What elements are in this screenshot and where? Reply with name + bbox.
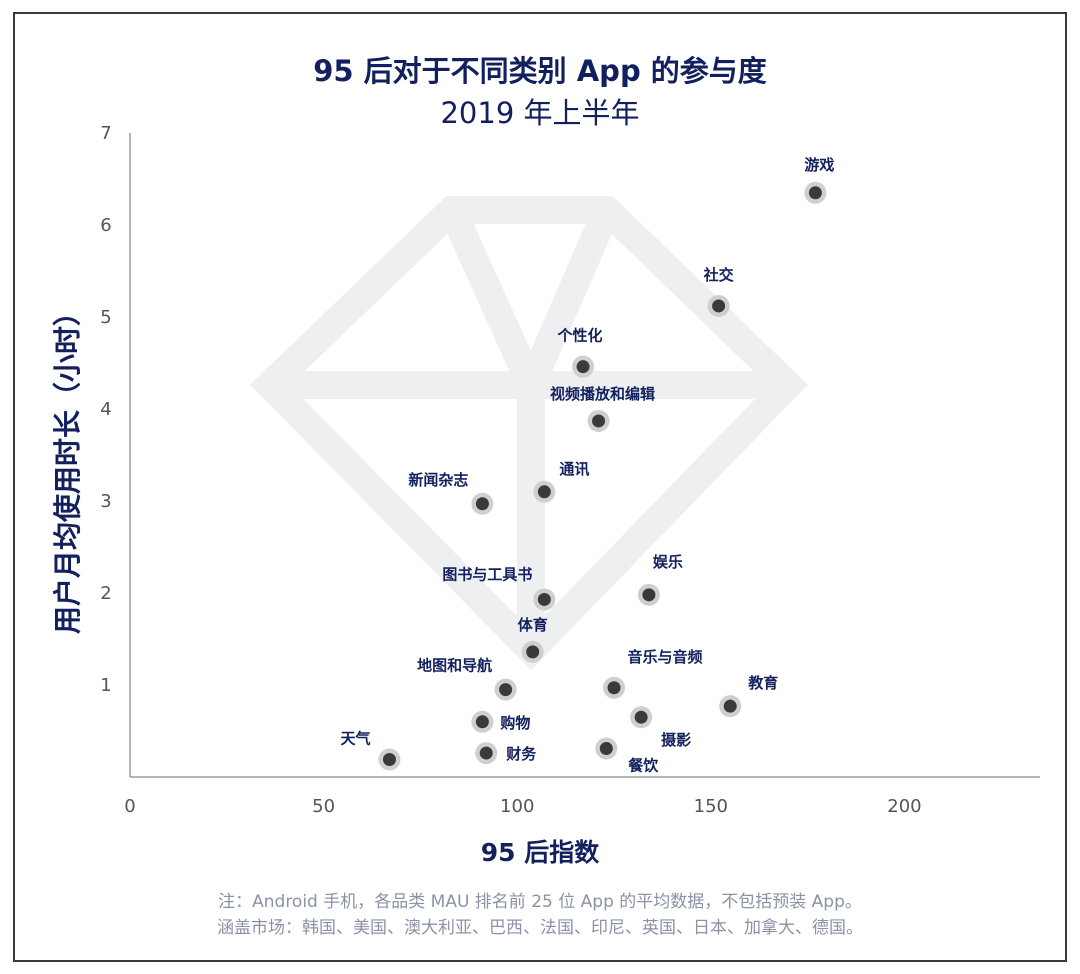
data-label: 视频播放和编辑 <box>550 385 655 403</box>
data-point <box>630 706 653 729</box>
data-point <box>587 409 610 432</box>
data-label: 购物 <box>500 714 530 732</box>
data-label: 体育 <box>518 616 548 634</box>
data-point-dot <box>475 715 489 729</box>
data-point-dot <box>642 588 656 602</box>
data-point <box>804 181 827 204</box>
data-point <box>533 588 556 611</box>
x-tick-label: 50 <box>312 796 335 817</box>
data-label: 娱乐 <box>653 553 683 571</box>
data-label: 社交 <box>703 266 734 284</box>
data-point <box>572 355 595 378</box>
diamond-watermark <box>250 196 808 671</box>
data-label: 天气 <box>340 730 370 748</box>
data-label: 新闻杂志 <box>408 471 468 489</box>
data-point <box>637 583 660 606</box>
data-point-dot <box>592 414 606 428</box>
data-label: 音乐与音频 <box>628 648 703 666</box>
data-point-dot <box>537 485 551 499</box>
data-label: 财务 <box>506 745 537 763</box>
data-point <box>378 748 401 771</box>
y-axis-label: 用户月均使用时长（小时） <box>51 297 84 635</box>
data-point <box>595 737 618 760</box>
data-point <box>603 676 626 699</box>
y-tick-label: 5 <box>100 307 111 328</box>
data-point <box>719 695 742 718</box>
chart-title: 95 后对于不同类别 App 的参与度 <box>313 54 767 88</box>
data-label: 游戏 <box>804 156 834 174</box>
data-point-dot <box>808 186 822 200</box>
data-point-dot <box>537 592 551 606</box>
data-point-dot <box>479 746 493 760</box>
data-point <box>471 492 494 515</box>
tick-labels: 0 50 100 150 200 1 2 3 4 5 6 7 <box>100 123 921 817</box>
data-point <box>471 710 494 733</box>
x-tick-label: 100 <box>500 796 534 817</box>
footnote-line-1: 注：Android 手机，各品类 MAU 排名前 25 位 App 的平均数据，… <box>218 892 862 912</box>
data-point-dot <box>475 497 489 511</box>
data-label: 摄影 <box>661 731 691 749</box>
data-point <box>475 742 498 765</box>
data-point-dot <box>499 683 513 697</box>
data-point <box>533 480 556 503</box>
x-tick-label: 150 <box>694 796 728 817</box>
data-label: 地图和导航 <box>417 657 492 675</box>
y-tick-label: 3 <box>100 491 111 512</box>
y-tick-label: 4 <box>100 399 111 420</box>
axes <box>129 133 1040 778</box>
data-point-dot <box>526 645 540 659</box>
y-tick-label: 6 <box>100 215 111 236</box>
data-label: 通讯 <box>559 460 589 478</box>
data-point-dot <box>634 710 648 724</box>
data-point-dot <box>712 299 726 313</box>
data-point <box>707 294 730 317</box>
data-label: 个性化 <box>557 327 603 345</box>
y-tick-label: 7 <box>100 123 111 144</box>
data-point <box>521 640 544 663</box>
data-label: 教育 <box>747 674 778 692</box>
data-point <box>494 678 517 701</box>
x-axis-label: 95 后指数 <box>480 838 600 867</box>
data-points <box>378 181 827 771</box>
y-tick-label: 2 <box>100 583 111 604</box>
data-point-dot <box>382 753 396 767</box>
data-point-dot <box>607 681 621 695</box>
data-label: 图书与工具书 <box>442 565 532 583</box>
chart-subtitle: 2019 年上半年 <box>440 96 640 130</box>
data-label: 餐饮 <box>628 756 659 774</box>
data-point-dot <box>599 741 613 755</box>
x-tick-label: 200 <box>887 796 921 817</box>
data-point-dot <box>723 699 737 713</box>
y-tick-label: 1 <box>100 675 111 696</box>
data-point-dot <box>576 360 590 374</box>
x-tick-label: 0 <box>124 796 135 817</box>
footnote-line-2: 涵盖市场：韩国、美国、澳大利亚、巴西、法国、印尼、英国、日本、加拿大、德国。 <box>217 918 863 938</box>
